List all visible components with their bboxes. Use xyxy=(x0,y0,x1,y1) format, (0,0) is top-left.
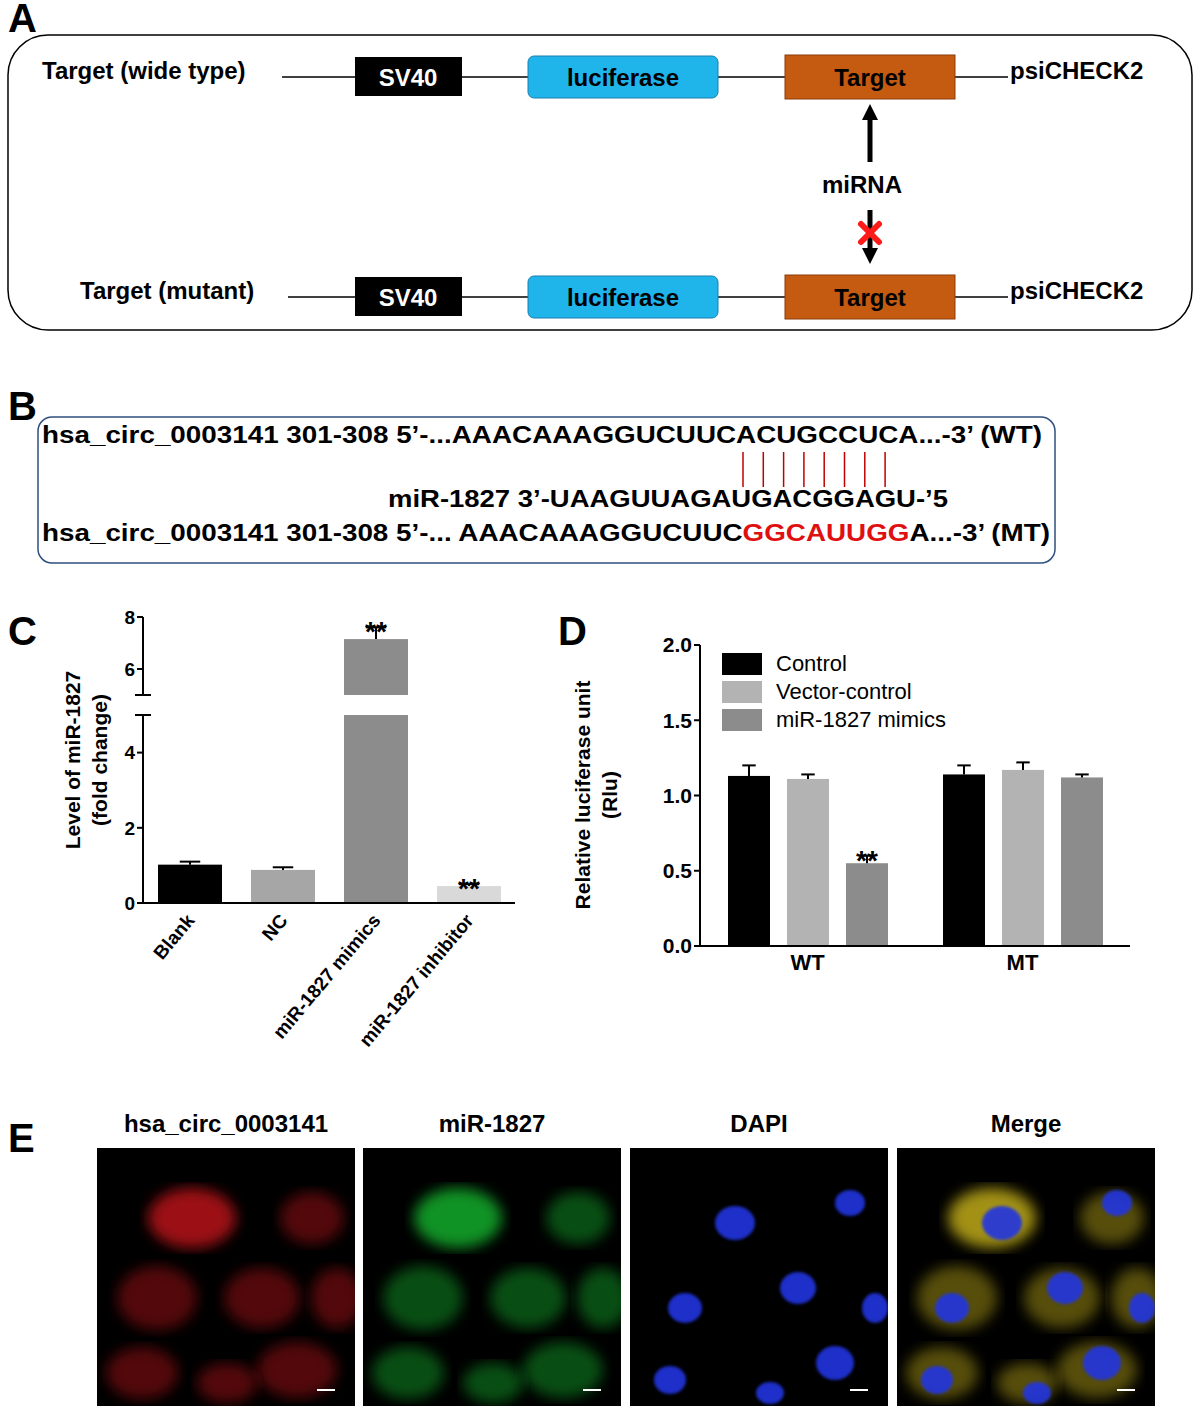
svg-text:1.5: 1.5 xyxy=(663,709,693,732)
svg-text:NC: NC xyxy=(258,910,292,945)
svg-text:miRNA: miRNA xyxy=(822,171,902,198)
svg-text:E: E xyxy=(8,1116,35,1160)
svg-text:0.5: 0.5 xyxy=(663,859,693,882)
svg-text:psiCHECK2: psiCHECK2 xyxy=(1010,277,1143,304)
svg-text:luciferase: luciferase xyxy=(567,64,679,91)
svg-text:Target: Target xyxy=(834,64,906,91)
svg-text:luciferase: luciferase xyxy=(567,284,679,311)
svg-text:8: 8 xyxy=(124,607,135,628)
svg-text:2.0: 2.0 xyxy=(663,633,692,656)
svg-text:hsa_circ_0003141: hsa_circ_0003141 xyxy=(124,1110,328,1137)
svg-text:**: ** xyxy=(365,616,387,647)
svg-text:SV40: SV40 xyxy=(379,64,438,91)
html-text:miR-1827 mimics: miR-1827 mimics xyxy=(776,707,946,732)
svg-text:Merge: Merge xyxy=(991,1110,1062,1137)
svg-text:0.0: 0.0 xyxy=(663,934,692,957)
svg-text:psiCHECK2: psiCHECK2 xyxy=(1010,57,1143,84)
svg-text:6: 6 xyxy=(124,659,135,680)
svg-text:Relative luciferase unit(Rlu): Relative luciferase unit(Rlu) xyxy=(571,681,621,910)
svg-text:miR-1827 3’-UAAGUUAGAUGACGGAGU: miR-1827 3’-UAAGUUAGAUGACGGAGU-’5 xyxy=(388,486,948,512)
svg-text:**: ** xyxy=(856,845,878,876)
svg-text:SV40: SV40 xyxy=(379,284,438,311)
svg-text:2: 2 xyxy=(124,818,135,839)
svg-text:DAPI: DAPI xyxy=(730,1110,787,1137)
svg-text:hsa_circ_0003141 301-308 5’-.: hsa_circ_0003141 301-308 5’-...AAACAAAGG… xyxy=(42,422,1042,448)
svg-text:B: B xyxy=(8,384,37,428)
svg-text:miR-1827 inhibitor: miR-1827 inhibitor xyxy=(355,910,478,1051)
svg-text:Target (wide type): Target (wide type) xyxy=(42,57,246,84)
svg-text:4: 4 xyxy=(124,742,135,763)
svg-text:A: A xyxy=(8,0,37,40)
svg-text:miR-1827: miR-1827 xyxy=(439,1110,546,1137)
html-text:Vector-control: Vector-control xyxy=(776,679,912,704)
html-text:Control: Control xyxy=(776,651,847,676)
svg-text:hsa_circ_0003141 301-308 5’-.: hsa_circ_0003141 301-308 5’-... AAACAAAG… xyxy=(42,520,1050,546)
svg-text:MT: MT xyxy=(1007,950,1039,975)
svg-text:Target (mutant): Target (mutant) xyxy=(80,277,254,304)
svg-text:1.0: 1.0 xyxy=(663,784,692,807)
svg-text:miR-1827 mimics: miR-1827 mimics xyxy=(268,910,385,1043)
svg-text:WT: WT xyxy=(790,950,825,975)
svg-text:D: D xyxy=(558,609,587,653)
svg-text:0: 0 xyxy=(124,893,135,914)
svg-text:Target: Target xyxy=(834,284,906,311)
svg-text:**: ** xyxy=(458,873,480,903)
svg-text:C: C xyxy=(8,609,37,653)
svg-text:Level of miR-1827(fold change): Level of miR-1827(fold change) xyxy=(61,671,111,850)
svg-text:Blank: Blank xyxy=(149,910,199,963)
